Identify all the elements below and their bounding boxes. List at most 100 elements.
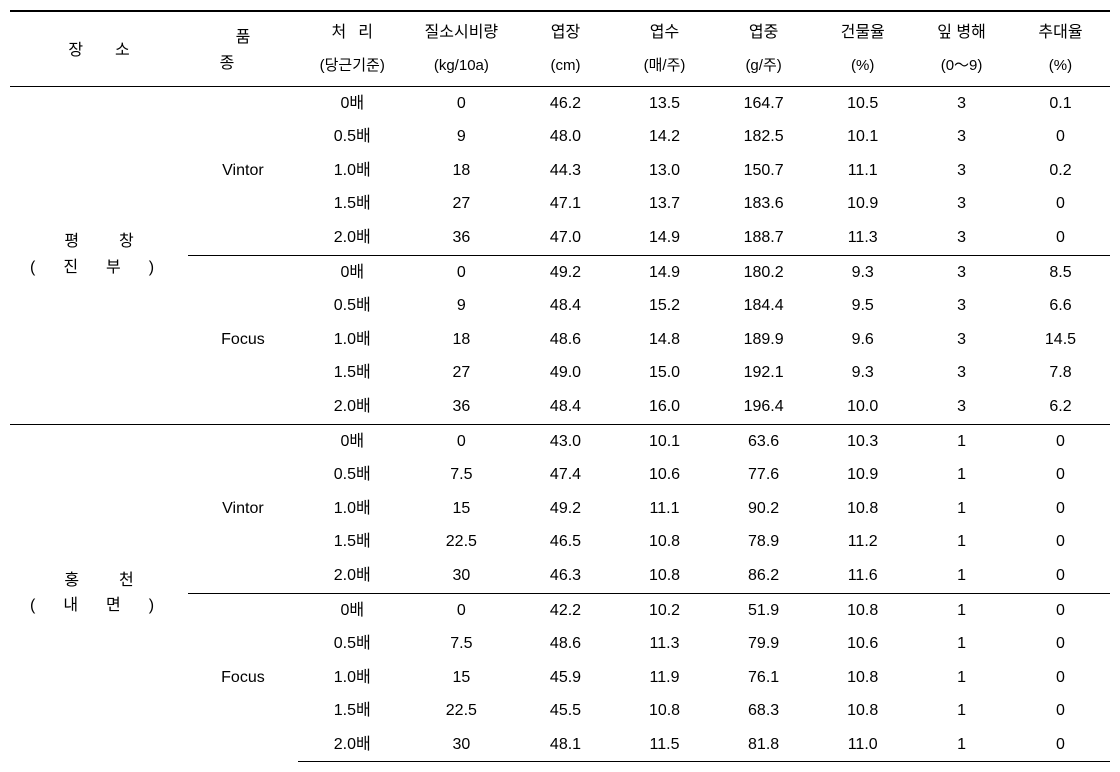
data-cell: 2.0배 bbox=[298, 559, 407, 593]
data-cell: 10.2 bbox=[615, 593, 714, 627]
data-cell: 7.8 bbox=[1011, 356, 1110, 390]
data-cell: 3 bbox=[912, 323, 1011, 357]
data-cell: 3 bbox=[912, 86, 1011, 120]
data-cell: 14.5 bbox=[1011, 323, 1110, 357]
data-cell: 11.5 bbox=[615, 728, 714, 762]
data-cell: 1 bbox=[912, 728, 1011, 762]
col-subheader: (%) bbox=[1011, 50, 1110, 87]
data-cell: 0 bbox=[407, 86, 516, 120]
data-cell: 0 bbox=[1011, 424, 1110, 458]
data-cell: 3 bbox=[912, 255, 1011, 289]
data-cell: 0.5배 bbox=[298, 289, 407, 323]
data-cell: 0 bbox=[1011, 593, 1110, 627]
data-cell: 10.8 bbox=[615, 559, 714, 593]
data-cell: 10.8 bbox=[813, 593, 912, 627]
data-cell: 10.8 bbox=[813, 661, 912, 695]
data-cell: 0 bbox=[1011, 221, 1110, 255]
data-cell: 10.8 bbox=[813, 492, 912, 526]
data-cell: 86.2 bbox=[714, 559, 813, 593]
data-cell: 46.3 bbox=[516, 559, 615, 593]
data-cell: 10.6 bbox=[615, 458, 714, 492]
data-cell: 1 bbox=[912, 492, 1011, 526]
data-cell: 45.5 bbox=[516, 694, 615, 728]
col-header: 질소시비량 bbox=[407, 11, 516, 50]
data-cell: 30 bbox=[407, 559, 516, 593]
data-cell: 76.1 bbox=[714, 661, 813, 695]
data-cell: 79.9 bbox=[714, 627, 813, 661]
col-subheader: (0～9) bbox=[912, 50, 1011, 87]
data-cell: 9.3 bbox=[813, 356, 912, 390]
data-cell: 0 bbox=[1011, 728, 1110, 762]
table-header: 장소품종처리질소시비량엽장엽수엽중건물율잎 병해추대율 (당근기준)(kg/10… bbox=[10, 11, 1110, 86]
data-cell: 0 bbox=[1011, 559, 1110, 593]
location-cell: 홍천(내면) bbox=[10, 424, 188, 762]
data-cell: 46.2 bbox=[516, 86, 615, 120]
data-cell: 10.8 bbox=[615, 694, 714, 728]
data-cell: 1 bbox=[912, 458, 1011, 492]
data-cell: 0.5배 bbox=[298, 120, 407, 154]
data-cell: 9.6 bbox=[813, 323, 912, 357]
data-cell: 9 bbox=[407, 289, 516, 323]
data-cell: 0 bbox=[1011, 458, 1110, 492]
data-cell: 0 bbox=[1011, 525, 1110, 559]
data-cell: 47.1 bbox=[516, 187, 615, 221]
data-cell: 1 bbox=[912, 559, 1011, 593]
data-cell: 1.0배 bbox=[298, 323, 407, 357]
data-cell: 1.0배 bbox=[298, 661, 407, 695]
col-subheader: (cm) bbox=[516, 50, 615, 87]
data-cell: 77.6 bbox=[714, 458, 813, 492]
variety-cell: Vintor bbox=[188, 424, 298, 593]
data-cell: 42.2 bbox=[516, 593, 615, 627]
data-cell: 2.0배 bbox=[298, 390, 407, 424]
data-cell: 1.5배 bbox=[298, 187, 407, 221]
data-cell: 3 bbox=[912, 221, 1011, 255]
data-cell: 0.1 bbox=[1011, 86, 1110, 120]
data-cell: 51.9 bbox=[714, 593, 813, 627]
data-cell: 11.6 bbox=[813, 559, 912, 593]
data-cell: 3 bbox=[912, 120, 1011, 154]
data-cell: 46.5 bbox=[516, 525, 615, 559]
col-header: 건물율 bbox=[813, 11, 912, 50]
data-cell: 10.8 bbox=[615, 525, 714, 559]
location-cell: 평창(진부) bbox=[10, 86, 188, 424]
data-cell: 11.3 bbox=[615, 627, 714, 661]
col-header: 엽수 bbox=[615, 11, 714, 50]
data-cell: 184.4 bbox=[714, 289, 813, 323]
data-cell: 90.2 bbox=[714, 492, 813, 526]
data-cell: 18 bbox=[407, 323, 516, 357]
data-cell: 49.2 bbox=[516, 255, 615, 289]
data-cell: 48.1 bbox=[516, 728, 615, 762]
col-header: 엽장 bbox=[516, 11, 615, 50]
data-cell: 10.9 bbox=[813, 458, 912, 492]
data-cell: 15 bbox=[407, 661, 516, 695]
data-cell: 0.5배 bbox=[298, 627, 407, 661]
data-cell: 10.1 bbox=[615, 424, 714, 458]
data-cell: 15.0 bbox=[615, 356, 714, 390]
table-row: 평창(진부)Vintor0배046.213.5164.710.530.1 bbox=[10, 86, 1110, 120]
data-cell: 6.2 bbox=[1011, 390, 1110, 424]
data-cell: 1 bbox=[912, 525, 1011, 559]
data-cell: 48.4 bbox=[516, 289, 615, 323]
data-cell: 9 bbox=[407, 120, 516, 154]
data-cell: 1 bbox=[912, 424, 1011, 458]
data-cell: 10.3 bbox=[813, 424, 912, 458]
data-cell: 43.0 bbox=[516, 424, 615, 458]
col-subheader: (매/주) bbox=[615, 50, 714, 87]
data-cell: 22.5 bbox=[407, 694, 516, 728]
data-cell: 0 bbox=[1011, 492, 1110, 526]
data-cell: 9.5 bbox=[813, 289, 912, 323]
data-cell: 30 bbox=[407, 728, 516, 762]
data-cell: 15.2 bbox=[615, 289, 714, 323]
data-cell: 10.1 bbox=[813, 120, 912, 154]
data-cell: 1.5배 bbox=[298, 356, 407, 390]
data-cell: 68.3 bbox=[714, 694, 813, 728]
col-subheader: (kg/10a) bbox=[407, 50, 516, 87]
data-cell: 47.4 bbox=[516, 458, 615, 492]
data-cell: 0 bbox=[1011, 627, 1110, 661]
data-cell: 1.0배 bbox=[298, 492, 407, 526]
data-cell: 49.0 bbox=[516, 356, 615, 390]
data-cell: 150.7 bbox=[714, 154, 813, 188]
col-subheader: (g/주) bbox=[714, 50, 813, 87]
data-cell: 10.5 bbox=[813, 86, 912, 120]
data-cell: 48.0 bbox=[516, 120, 615, 154]
